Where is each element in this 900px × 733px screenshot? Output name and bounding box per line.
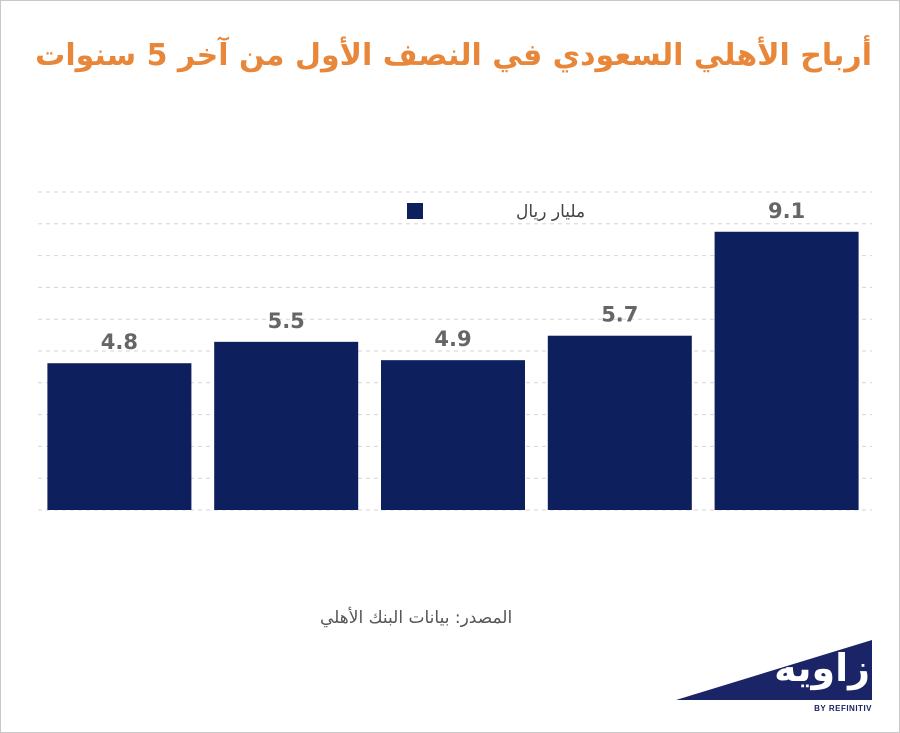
- logo: زاوية BY REFINITIV: [676, 640, 876, 720]
- bar: [547, 335, 692, 510]
- logo-text: زاوية: [774, 646, 870, 690]
- data-label: 9.1: [768, 199, 805, 223]
- data-label: 4.8: [101, 330, 138, 354]
- data-labels: 4.8 5.5 4.9 5.7 9.1: [101, 199, 805, 354]
- data-label: 5.5: [268, 309, 305, 333]
- logo-shape-icon: [676, 640, 872, 700]
- bar: [714, 231, 859, 510]
- bar: [47, 363, 192, 510]
- data-label: 4.9: [434, 327, 471, 351]
- source-note: المصدر: بيانات البنك الأهلي: [320, 608, 513, 628]
- bar: [214, 341, 359, 510]
- chart-title: أرباح الأهلي السعودي في النصف الأول من آ…: [35, 38, 872, 73]
- legend-swatch: [407, 203, 423, 219]
- logo-subtitle: BY REFINITIV: [814, 704, 872, 713]
- bar: [381, 360, 525, 510]
- legend-label: مليار ريال: [516, 202, 585, 222]
- data-label: 5.7: [601, 303, 638, 327]
- bars: [47, 231, 859, 510]
- legend: مليار ريال: [407, 202, 585, 222]
